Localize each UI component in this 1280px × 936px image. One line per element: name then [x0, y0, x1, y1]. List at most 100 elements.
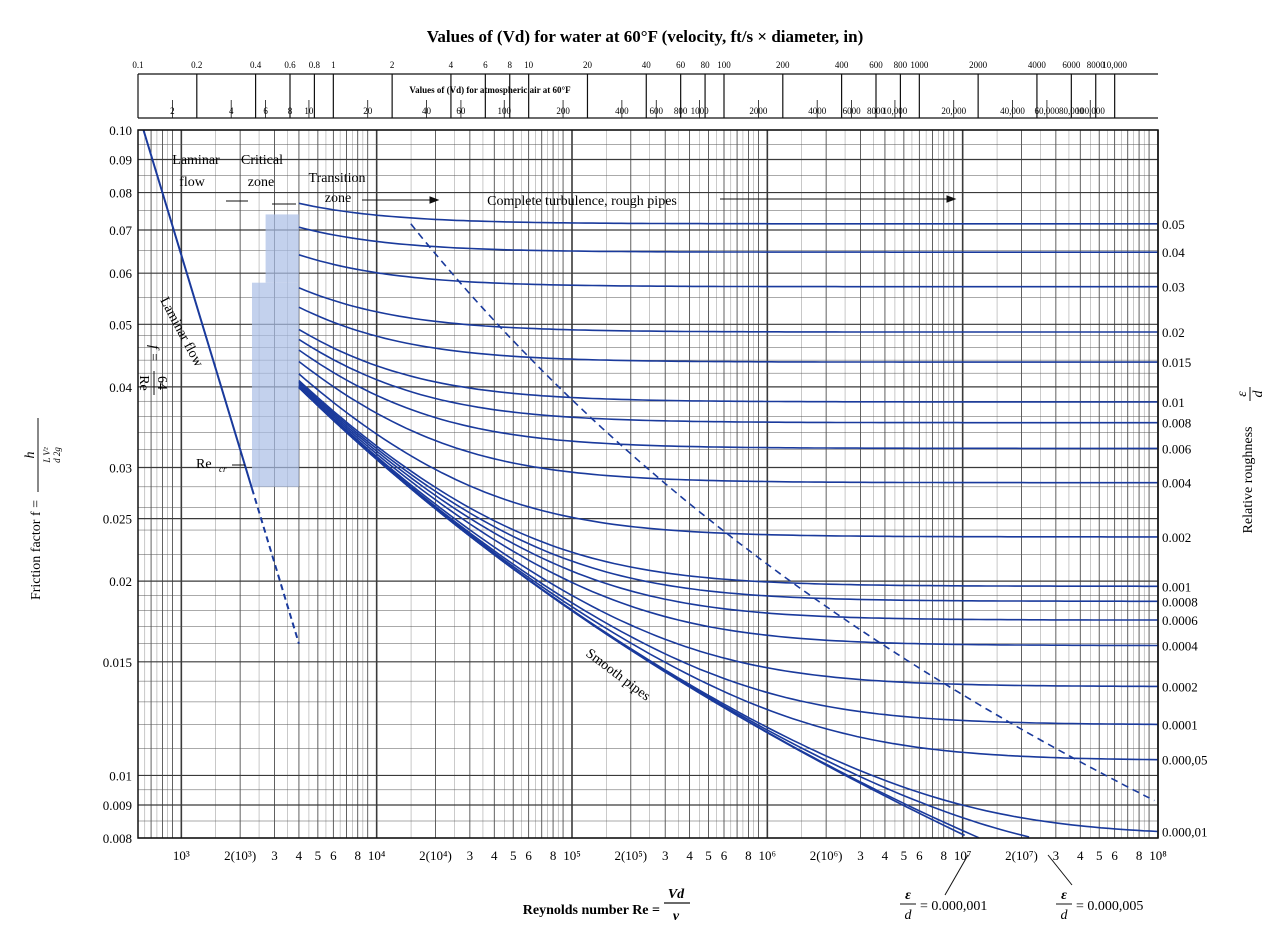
eps-1-value: = 0.000,001 — [920, 899, 987, 914]
roughness-label: 0.04 — [1162, 245, 1185, 260]
roughness-curve — [298, 360, 1158, 484]
roughness-label: 0.0004 — [1162, 638, 1198, 653]
y-tick-label: 0.015 — [103, 655, 132, 670]
roughness-label: 0.01 — [1162, 395, 1185, 410]
right-axis-label-den: d — [1251, 390, 1266, 398]
roughness-curve — [298, 386, 1159, 726]
roughness-curve — [298, 373, 1158, 538]
air-scale-tick-label: 10,000 — [883, 106, 908, 116]
x-tick-label: 10⁴ — [368, 848, 386, 863]
x-axis-label: Reynolds number Re = Vd ν — [523, 887, 690, 924]
air-scale-tick-label: 4000 — [808, 106, 827, 116]
x-tick-label: 8 — [745, 848, 752, 863]
eps-1-num: ε — [905, 888, 911, 903]
laminar-formula-num: 64 — [154, 376, 169, 390]
x-tick-label: 5 — [901, 848, 908, 863]
roughness-label: 0.015 — [1162, 355, 1191, 370]
x-tick-label: 4 — [1077, 848, 1084, 863]
smooth-pipes-label: Smooth pipes — [583, 646, 653, 704]
roughness-curves — [298, 202, 1159, 839]
x-tick-label: 6 — [916, 848, 923, 863]
x-tick-label: 3 — [662, 848, 669, 863]
x-tick-label: 5 — [510, 848, 517, 863]
water-scale-tick-label: 10,000 — [1102, 60, 1127, 70]
roughness-label: 0.006 — [1162, 441, 1192, 456]
y-tick-label: 0.01 — [109, 768, 132, 783]
water-scale-tick-label: 2 — [390, 60, 395, 70]
x-tick-label: 8 — [354, 848, 361, 863]
water-scale-tick-label: 1000 — [910, 60, 929, 70]
air-scale-tick-label: 40,000 — [1000, 106, 1025, 116]
x-axis-label-text: Reynolds number Re = — [523, 903, 660, 918]
water-scale-tick-label: 20 — [583, 60, 593, 70]
air-scale-tick-label: 60,000 — [1035, 106, 1060, 116]
air-scale-tick-label: 1000 — [691, 106, 710, 116]
x-tick-label: 10⁷ — [954, 848, 972, 863]
x-tick-label: 10⁸ — [1149, 848, 1167, 863]
y-tick-label: 0.09 — [109, 153, 132, 168]
roughness-label: 0.000,01 — [1162, 825, 1208, 840]
air-scale-tick-label: 6000 — [843, 106, 862, 116]
critical-zone-rect-upper — [265, 214, 299, 283]
x-tick-label: 10⁵ — [563, 848, 581, 863]
y-axis-label-num: h — [23, 452, 38, 459]
eps-annotation-1: ε d = 0.000,001 — [900, 854, 987, 923]
roughness-curve — [298, 384, 1158, 647]
air-scale-tick-label: 100,000 — [1076, 106, 1106, 116]
y-tick-label: 0.025 — [103, 512, 132, 527]
x-tick-label: 2(10⁶) — [810, 848, 843, 863]
air-scale-tick-label: 6 — [263, 106, 268, 116]
x-tick-label: 4 — [686, 848, 693, 863]
right-axis-label-num: ε — [1235, 391, 1250, 397]
roughness-curve — [298, 381, 1158, 603]
complete-turbulence-dashed — [410, 223, 1155, 802]
roughness-label: 0.0008 — [1162, 594, 1198, 609]
plot-frame — [137, 129, 1159, 839]
critical-zone-rect — [251, 282, 299, 487]
roughness-curve — [298, 254, 1158, 288]
air-scale-tick-label: 8 — [288, 106, 293, 116]
roughness-curve — [298, 226, 1158, 253]
y-tick-label: 0.10 — [109, 123, 132, 138]
roughness-label: 0.02 — [1162, 325, 1185, 340]
water-scale-tick-label: 0.8 — [309, 60, 321, 70]
air-scale-tick-label: 4 — [229, 106, 234, 116]
water-scale-tick-label: 0.6 — [284, 60, 296, 70]
air-scale-tick-label: 2000 — [749, 106, 768, 116]
critical-zone-label-2: zone — [248, 175, 274, 190]
y-tick-label: 0.02 — [109, 574, 132, 589]
complete-turbulence-label: Complete turbulence, rough pipes — [487, 194, 677, 209]
x-tick-label: 5 — [1096, 848, 1103, 863]
air-scale-tick-label: 20,000 — [941, 106, 966, 116]
air-scale-tick-label: 200 — [556, 106, 570, 116]
air-scale-tick-label: 100 — [498, 106, 512, 116]
y-axis-label-den: L V² — [42, 447, 52, 464]
re-cr-text: Re — [196, 457, 212, 472]
y-tick-label: 0.08 — [109, 186, 132, 201]
critical-zone-label-1: Critical — [241, 153, 283, 168]
air-scale-tick-label: 800 — [674, 106, 688, 116]
laminar-formula: f = 64 Re — [136, 345, 169, 395]
air-scale-tick-label: 600 — [650, 106, 664, 116]
air-scale-title: Values of (Vd) for atmospheric air at 60… — [409, 85, 571, 95]
laminar-dashed-extension — [251, 488, 300, 644]
eps-2-den: d — [1061, 908, 1069, 923]
re-cr-sub: cr — [219, 464, 227, 474]
roughness-label: 0.03 — [1162, 280, 1185, 295]
laminar-line — [142, 129, 300, 644]
water-scale-tick-label: 80 — [701, 60, 711, 70]
x-tick-label: 6 — [721, 848, 728, 863]
x-tick-label: 2(10³) — [224, 848, 256, 863]
air-scale-tick-label: 8000 — [867, 106, 886, 116]
water-scale-tick-label: 0.4 — [250, 60, 262, 70]
x-tick-label: 4 — [296, 848, 303, 863]
roughness-curve — [298, 287, 1158, 333]
right-axis-label-text: Relative roughness — [1241, 427, 1256, 534]
roughness-curve — [298, 379, 1158, 588]
eps-annotation-2: ε d = 0.000,005 — [1047, 854, 1143, 923]
roughness-label: 0.008 — [1162, 416, 1191, 431]
roughness-label: 0.000,05 — [1162, 753, 1208, 768]
roughness-curve — [298, 338, 1158, 424]
laminar-region-label-2: flow — [179, 175, 206, 190]
